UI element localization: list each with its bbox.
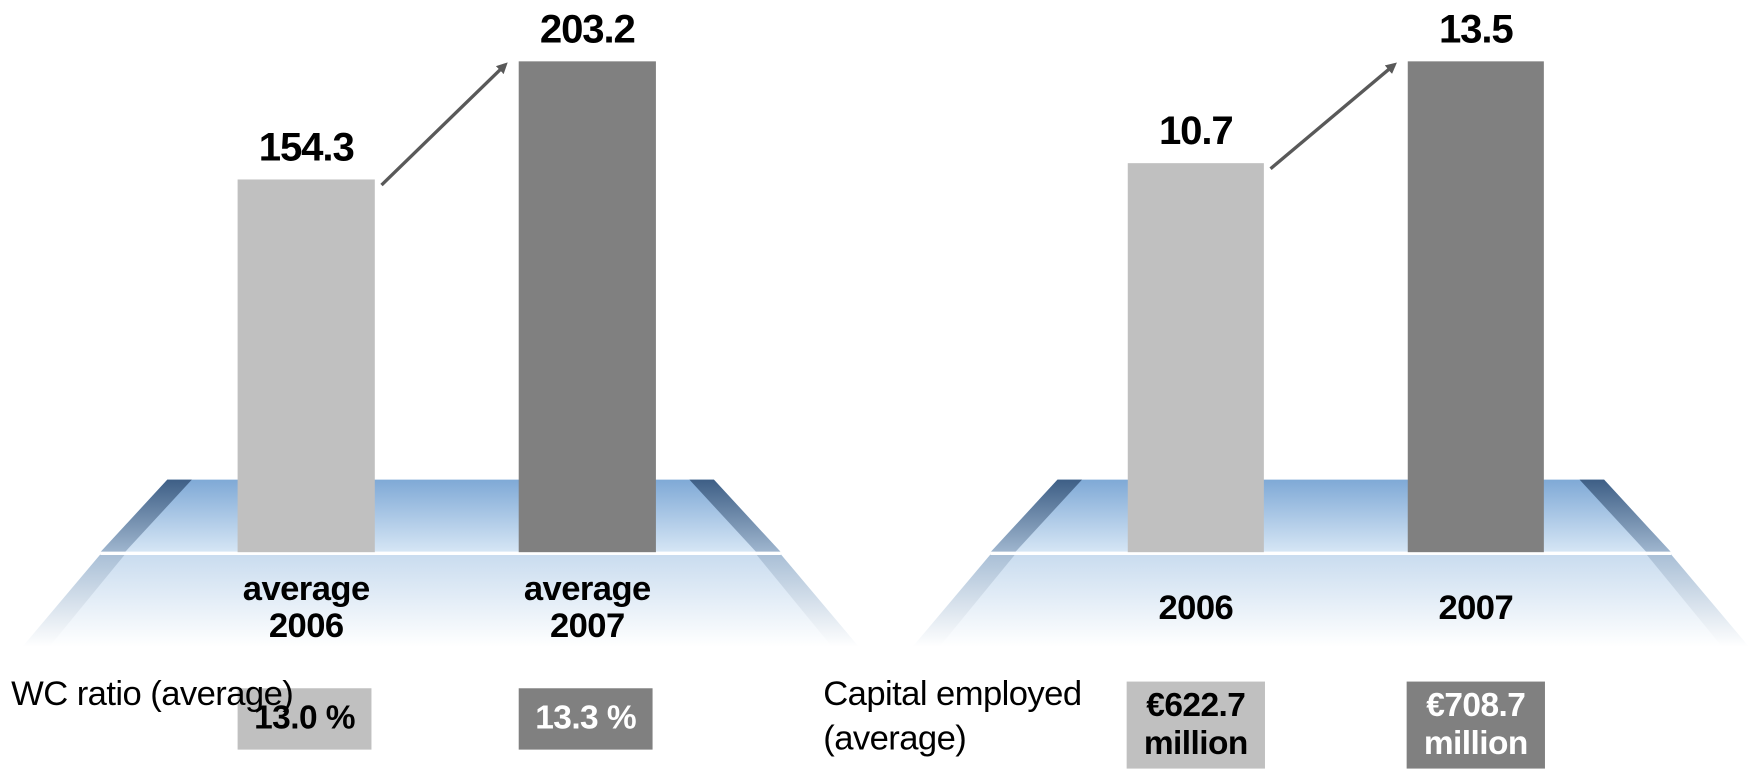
metric-value: 13.0 % [237,688,372,750]
category-label: average 2006 [242,569,370,645]
value-label: 10.7 [1158,107,1234,154]
platform-top [990,479,1672,553]
metric-value: 13.3 % [518,688,653,750]
value-label: 13.5 [1438,5,1514,52]
category-label: 2007 [1438,587,1514,627]
trend-arrow [380,62,508,187]
platform-edge [1579,479,1672,553]
bar [1407,61,1544,553]
platform-top [100,479,781,553]
platform-edge [100,479,192,553]
value-label: 154.3 [258,123,355,170]
platform-edge [689,479,781,553]
value-label: 203.2 [539,5,636,52]
metric-value: €622.7 million [1126,681,1265,769]
metric-label: Capital employed (average) [823,673,1082,758]
trend-arrow [1269,62,1397,171]
platform-edge [1646,554,1749,647]
metric-label: WC ratio (average) [11,673,294,713]
platform-edge [990,479,1083,553]
bar [237,179,375,553]
platform-edge [756,554,859,647]
category-label: average 2007 [523,569,651,645]
platform-bottom [912,554,1749,647]
bar [1127,163,1264,553]
category-label: 2006 [1158,587,1234,627]
platform-edge [912,554,1016,647]
bar [518,61,656,553]
metric-value: €708.7 million [1406,681,1545,769]
platform-bottom [22,554,859,647]
platform-edge [22,554,125,647]
